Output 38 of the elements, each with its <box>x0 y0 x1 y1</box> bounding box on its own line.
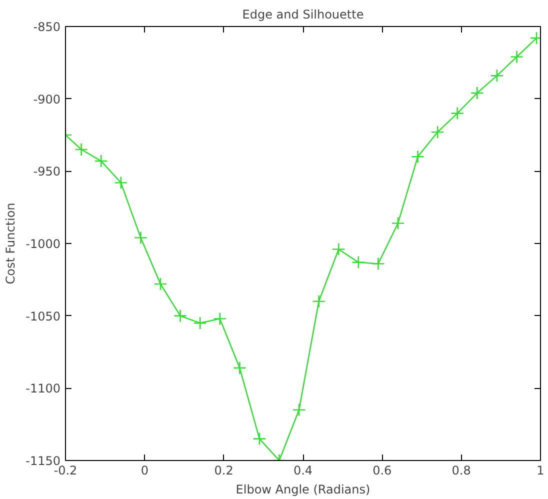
x-tick-label: 0.4 <box>293 464 313 478</box>
y-tick-label: -1050 <box>26 309 61 324</box>
y-axis-title: Cost Function <box>4 202 18 284</box>
point <box>94 154 108 168</box>
point <box>332 242 346 256</box>
point <box>233 361 246 375</box>
x-tick-label: 0 <box>140 464 148 478</box>
x-tick-label: -0.2 <box>54 464 78 478</box>
x-tick-label: 0.6 <box>372 464 392 478</box>
y-tick-label: -900 <box>33 92 60 106</box>
point <box>352 256 366 269</box>
x-tick-label: 0.2 <box>214 464 234 478</box>
point <box>213 312 227 326</box>
point <box>430 125 444 139</box>
point <box>470 86 484 100</box>
point <box>372 257 385 270</box>
point <box>252 432 266 446</box>
point <box>450 106 464 120</box>
y-tick-label: -950 <box>33 164 60 179</box>
chart-title: Edge and Silhouette <box>242 8 364 22</box>
point <box>154 277 168 291</box>
x-tick-label: 0.8 <box>452 464 471 478</box>
point <box>490 69 504 82</box>
x-tick-label: 1 <box>536 464 544 478</box>
point <box>411 150 424 164</box>
point <box>292 403 306 417</box>
point <box>193 316 207 330</box>
y-tick-label: -1000 <box>26 237 61 251</box>
point <box>174 309 187 322</box>
point <box>74 142 88 156</box>
point <box>114 176 128 190</box>
point <box>134 231 148 244</box>
point <box>510 50 524 64</box>
point <box>312 294 326 308</box>
point <box>391 216 405 230</box>
y-tick-label: -1100 <box>26 382 61 396</box>
x-axis-title: Elbow Angle (Radians) <box>236 482 370 496</box>
y-tick-label: -850 <box>33 20 60 34</box>
